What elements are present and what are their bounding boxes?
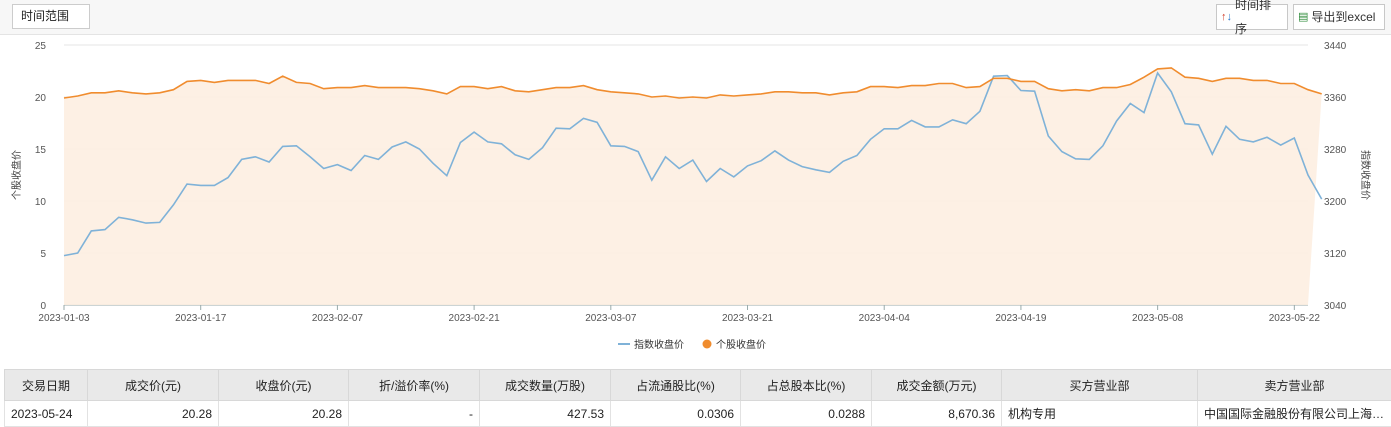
table-cell: - <box>349 401 480 427</box>
left-axis-tick-label: 15 <box>35 145 47 156</box>
export-button-label: 导出到excel <box>1311 5 1375 29</box>
table-header-cell: 占总股本比(%) <box>741 370 872 401</box>
table-header-cell: 收盘价(元) <box>219 370 349 401</box>
stock-area-fill <box>64 68 1322 305</box>
right-axis-label: 指数收盘价 <box>1359 150 1372 200</box>
table-header-cell: 成交数量(万股) <box>480 370 611 401</box>
table-header-cell: 成交价(元) <box>88 370 219 401</box>
table-header-row: 交易日期成交价(元)收盘价(元)折/溢价率(%)成交数量(万股)占流通股比(%)… <box>5 370 1391 401</box>
table-header-cell: 成交金额(万元) <box>872 370 1002 401</box>
left-axis-label: 个股收盘价 <box>10 150 23 200</box>
right-axis-tick-label: 3440 <box>1324 41 1347 52</box>
right-axis-tick-label: 3040 <box>1324 301 1347 312</box>
block-trade-table: 交易日期成交价(元)收盘价(元)折/溢价率(%)成交数量(万股)占流通股比(%)… <box>4 369 1391 427</box>
sort-arrows-icon: ↑↓ <box>1221 5 1232 29</box>
table-cell: 427.53 <box>480 401 611 427</box>
right-axis-tick-label: 3360 <box>1324 93 1347 104</box>
table-header-cell: 占流通股比(%) <box>611 370 741 401</box>
right-axis-tick-label: 3200 <box>1324 197 1347 208</box>
table-cell: 中国国际金融股份有限公司上海… <box>1198 401 1391 427</box>
table-header-cell: 交易日期 <box>5 370 88 401</box>
x-axis-tick-label: 2023-05-22 <box>1269 313 1321 324</box>
excel-export-icon: ▤ <box>1298 5 1308 29</box>
table-cell: 20.28 <box>88 401 219 427</box>
table-cell: 20.28 <box>219 401 349 427</box>
right-axis-tick-label: 3280 <box>1324 145 1347 156</box>
left-axis-tick-label: 10 <box>35 197 47 208</box>
toolbar: 时间范围 ↑↓ 时间排序 ▤ 导出到excel <box>0 0 1391 35</box>
x-axis-tick-label: 2023-02-21 <box>449 313 501 324</box>
line-chart: 0510152025304031203200328033603440个股收盘价指… <box>0 35 1391 368</box>
x-axis-tick-label: 2023-03-07 <box>585 313 637 324</box>
x-axis-tick-label: 2023-04-04 <box>859 313 911 324</box>
x-axis-tick-label: 2023-05-08 <box>1132 313 1184 324</box>
left-axis-tick-label: 20 <box>35 93 47 104</box>
x-axis-tick-label: 2023-03-21 <box>722 313 774 324</box>
time-range-dropdown[interactable]: 时间范围 <box>12 4 90 29</box>
x-axis-tick-label: 2023-01-17 <box>175 313 227 324</box>
left-axis-tick-label: 5 <box>40 249 46 260</box>
table-cell: 机构专用 <box>1002 401 1198 427</box>
table-header-cell: 卖方营业部 <box>1198 370 1391 401</box>
sort-by-time-button[interactable]: ↑↓ 时间排序 <box>1216 4 1288 30</box>
table-cell: 8,670.36 <box>872 401 1002 427</box>
left-axis-tick-label: 25 <box>35 41 47 52</box>
x-axis-tick-label: 2023-04-19 <box>995 313 1047 324</box>
left-axis-tick-label: 0 <box>40 301 46 312</box>
table-cell: 0.0288 <box>741 401 872 427</box>
legend-index-label: 指数收盘价 <box>634 338 684 351</box>
export-excel-button[interactable]: ▤ 导出到excel <box>1293 4 1385 30</box>
right-axis-tick-label: 3120 <box>1324 249 1347 260</box>
x-axis-tick-label: 2023-01-03 <box>38 313 90 324</box>
table-cell: 0.0306 <box>611 401 741 427</box>
x-axis-tick-label: 2023-02-07 <box>312 313 364 324</box>
table-header-cell: 买方营业部 <box>1002 370 1198 401</box>
legend-stock-swatch <box>703 340 712 349</box>
table-cell: 2023-05-24 <box>5 401 88 427</box>
legend-stock-label: 个股收盘价 <box>716 338 766 351</box>
table-header-cell: 折/溢价率(%) <box>349 370 480 401</box>
